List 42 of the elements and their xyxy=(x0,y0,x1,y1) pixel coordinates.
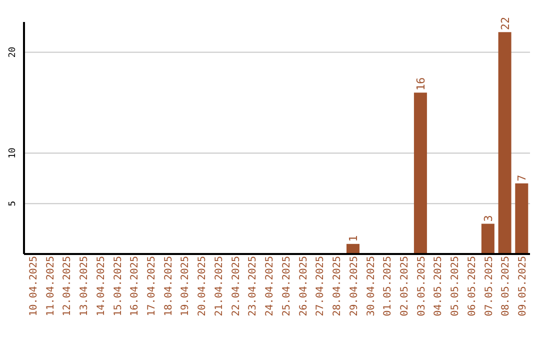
y-tick-label: 20 xyxy=(8,46,18,58)
x-tick-label: 29.04.2025 xyxy=(348,256,360,316)
x-tick-label: 18.04.2025 xyxy=(163,256,174,316)
bar xyxy=(414,92,427,254)
x-tick-label: 06.05.2025 xyxy=(466,256,478,316)
x-tick-label: 26.04.2025 xyxy=(298,256,310,316)
x-tick-label: 13.04.2025 xyxy=(79,256,90,316)
data-label: 22 xyxy=(498,16,512,30)
x-tick-label: 19.04.2025 xyxy=(180,256,192,316)
x-tick-label: 09.05.2025 xyxy=(518,256,529,316)
x-tick-label: 08.05.2025 xyxy=(500,256,512,316)
x-tick-label: 24.04.2025 xyxy=(264,256,276,316)
x-tick-label: 04.05.2025 xyxy=(433,256,444,316)
y-tick-label: 5 xyxy=(8,200,18,206)
bar xyxy=(515,183,528,254)
x-tick-label: 01.05.2025 xyxy=(382,256,394,316)
data-label: 3 xyxy=(482,215,495,222)
x-tick-label: 22.04.2025 xyxy=(230,256,242,316)
x-tick-label: 05.05.2025 xyxy=(450,256,462,316)
y-tick-label: 10 xyxy=(8,148,18,159)
x-tick-label: 12.04.2025 xyxy=(62,256,74,316)
data-label: 7 xyxy=(516,174,529,182)
x-tick-label: 17.04.2025 xyxy=(146,256,158,316)
bar xyxy=(498,32,512,254)
x-tick-label: 02.05.2025 xyxy=(400,256,410,316)
bar xyxy=(481,224,494,254)
x-tick-label: 21.04.2025 xyxy=(214,256,225,316)
data-label: 16 xyxy=(414,77,428,91)
x-tick-label: 14.04.2025 xyxy=(96,256,107,316)
x-tick-label: 20.04.2025 xyxy=(197,256,208,316)
x-tick-label: 15.04.2025 xyxy=(112,256,124,316)
x-tick-label: 16.04.2025 xyxy=(130,256,141,316)
x-tick-label: 11.04.2025 xyxy=(45,256,56,316)
data-label: 1 xyxy=(346,235,360,242)
x-tick-label: 03.05.2025 xyxy=(416,256,428,316)
x-tick-label: 27.04.2025 xyxy=(315,256,326,316)
x-tick-label: 23.04.2025 xyxy=(248,256,259,316)
x-tick-label: 07.05.2025 xyxy=(484,256,495,316)
x-tick-label: 30.04.2025 xyxy=(366,256,377,316)
x-tick-label: 25.04.2025 xyxy=(281,256,292,316)
x-tick-label: 10.04.2025 xyxy=(28,256,40,316)
x-tick-label: 28.04.2025 xyxy=(332,256,344,316)
